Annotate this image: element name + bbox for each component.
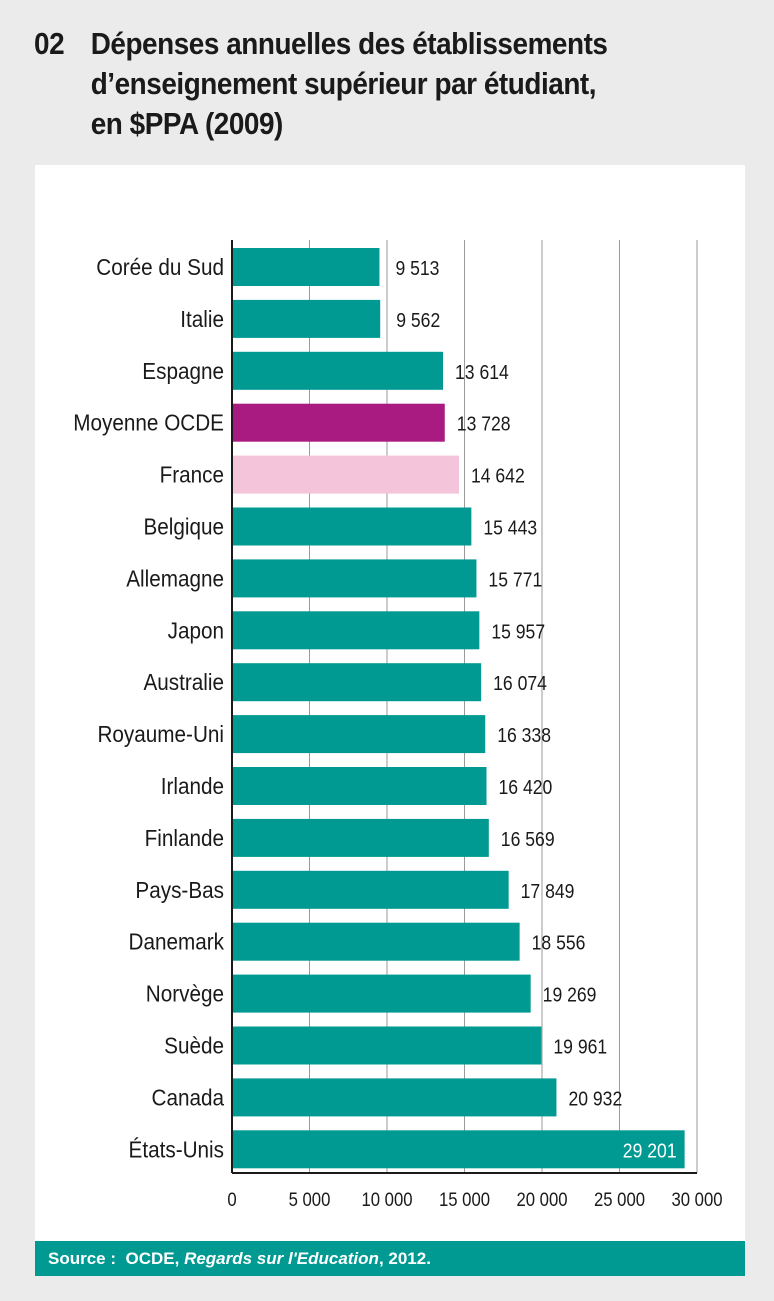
category-label: Espagne xyxy=(142,358,224,384)
value-label: 19 269 xyxy=(543,984,597,1006)
value-label: 17 849 xyxy=(521,880,575,902)
source-bar: Source : OCDE, Regards sur l'Education, … xyxy=(35,1241,745,1276)
value-label: 14 642 xyxy=(471,465,525,487)
x-tick-label: 10 000 xyxy=(361,1189,412,1210)
bar xyxy=(232,767,487,805)
title-line-1: Dépenses annuelles des établissements xyxy=(90,26,608,61)
bar xyxy=(232,974,531,1013)
bar xyxy=(232,1026,542,1065)
category-label: Moyenne OCDE xyxy=(73,410,224,436)
value-label: 13 614 xyxy=(455,361,509,383)
category-label: Finlande xyxy=(145,825,224,851)
value-label: 13 728 xyxy=(457,413,511,435)
bar xyxy=(232,715,486,754)
bar xyxy=(232,455,459,494)
x-tick-label: 25 000 xyxy=(594,1189,645,1210)
source-org: OCDE, xyxy=(125,1249,180,1268)
value-label: 15 443 xyxy=(483,516,537,538)
bar xyxy=(232,922,520,961)
category-label: Corée du Sud xyxy=(96,254,224,280)
bar xyxy=(232,507,472,546)
bar xyxy=(232,248,380,286)
figure-number: 02 xyxy=(34,26,65,61)
category-label: Canada xyxy=(151,1084,224,1110)
title-line-3: en $PPA (2009) xyxy=(90,106,284,141)
bar xyxy=(232,1130,685,1169)
category-label: Belgique xyxy=(143,513,224,539)
category-label: Royaume-Uni xyxy=(97,721,224,747)
category-label: Italie xyxy=(180,306,224,332)
category-label: Allemagne xyxy=(126,565,224,591)
value-label: 9 513 xyxy=(395,257,439,279)
value-label: 18 556 xyxy=(532,932,586,954)
value-label: 15 957 xyxy=(491,620,545,642)
x-tick-label: 20 000 xyxy=(516,1189,567,1210)
bar xyxy=(232,299,381,338)
bar xyxy=(232,351,444,390)
value-label: 16 420 xyxy=(499,776,553,798)
bar xyxy=(232,870,509,909)
bar xyxy=(232,611,480,650)
source-label: Source : xyxy=(48,1249,117,1268)
value-label: 16 338 xyxy=(497,724,551,746)
x-tick-label: 30 000 xyxy=(671,1189,722,1210)
value-label: 16 569 xyxy=(501,828,555,850)
category-label: Suède xyxy=(164,1032,224,1058)
source-year: , 2012. xyxy=(378,1249,431,1268)
bar xyxy=(232,403,445,442)
category-label: Danemark xyxy=(129,929,225,955)
x-tick-label: 5 000 xyxy=(289,1189,331,1210)
bar xyxy=(232,663,482,702)
value-label: 9 562 xyxy=(396,309,440,331)
category-label: Irlande xyxy=(161,773,224,799)
value-label: 29 201 xyxy=(623,1139,677,1161)
category-label: Pays-Bas xyxy=(135,877,224,903)
category-label: Japon xyxy=(168,617,224,643)
x-tick-label: 15 000 xyxy=(439,1189,490,1210)
value-label: 19 961 xyxy=(553,1035,607,1057)
source-publication: Regards sur l'Education xyxy=(184,1249,379,1268)
category-label: Norvège xyxy=(146,981,224,1007)
bar xyxy=(232,1078,557,1117)
value-label: 15 771 xyxy=(488,568,542,590)
x-tick-label: 0 xyxy=(227,1189,236,1210)
category-label: Australie xyxy=(143,669,224,695)
value-label: 20 932 xyxy=(568,1087,622,1109)
bar xyxy=(232,818,489,857)
category-label: États-Unis xyxy=(129,1136,225,1162)
value-label: 16 074 xyxy=(493,672,547,694)
bar xyxy=(232,559,477,598)
category-label: France xyxy=(160,462,224,488)
title-line-2: d’enseignement supérieur par étudiant, xyxy=(90,66,597,101)
